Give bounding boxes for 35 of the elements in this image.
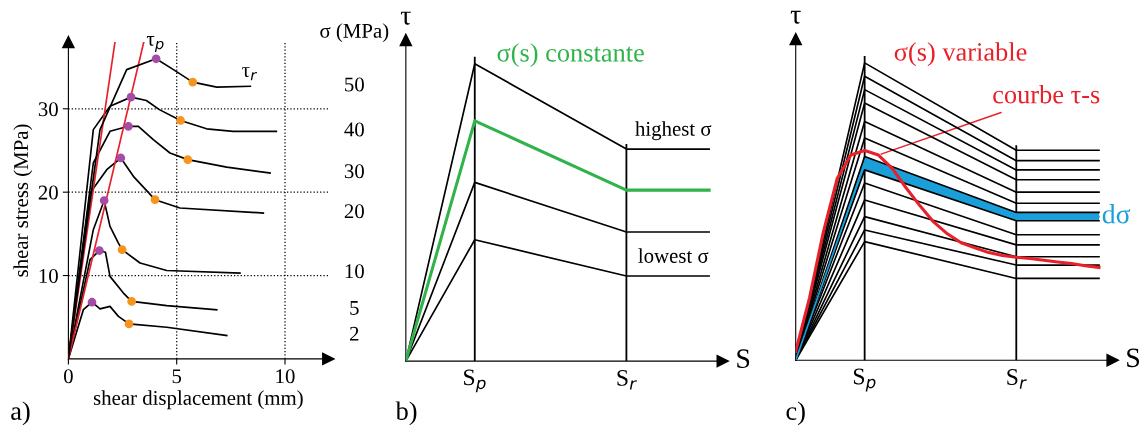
y-tick-label: 20 xyxy=(38,185,58,200)
series-label: highest σ xyxy=(635,121,712,141)
series-label: dσ xyxy=(1102,203,1131,224)
legend-title: σ (MPa) xyxy=(320,23,389,43)
chart-title: σ(s) constante xyxy=(497,43,644,68)
x-axis-title: S xyxy=(737,349,750,369)
x-tick-label: 0 xyxy=(63,369,73,384)
x-axis-title: S xyxy=(1127,348,1140,368)
text: 40 xyxy=(344,122,364,137)
text: 20 xyxy=(344,204,364,219)
annotation: τ$_{r}$ xyxy=(242,67,257,81)
y-tick-label: 30 xyxy=(38,102,58,117)
y-axis-title: τ xyxy=(790,10,801,24)
text: c) xyxy=(786,401,805,426)
x-axis-title: shear displacement (mm) xyxy=(93,390,303,410)
annotation: τ$_{p}$ xyxy=(146,36,164,53)
text: 5 xyxy=(350,301,359,315)
y-axis-title: τ xyxy=(400,11,411,25)
chart-title: σ(s) variable xyxy=(894,42,1027,67)
text: 2 xyxy=(350,326,359,341)
x-tick-label: S$_{r}$ xyxy=(1007,369,1027,389)
y-axis-title: shear stress (MPa) xyxy=(13,124,33,277)
text: a) xyxy=(11,401,30,426)
x-tick-label: S$_{p}$ xyxy=(464,369,486,393)
series-label: lowest σ xyxy=(638,248,709,263)
text: b) xyxy=(395,401,417,426)
text: 10 xyxy=(345,264,364,279)
x-tick-label: S$_{p}$ xyxy=(853,368,876,392)
text: 30 xyxy=(344,164,364,179)
text: 50 xyxy=(345,77,364,92)
x-tick-label: 5 xyxy=(172,369,182,384)
x-tick-label: S$_{r}$ xyxy=(617,369,637,390)
y-tick-label: 10 xyxy=(39,268,58,283)
x-tick-label: 10 xyxy=(276,369,295,384)
text: courbe τ-s xyxy=(993,84,1100,104)
